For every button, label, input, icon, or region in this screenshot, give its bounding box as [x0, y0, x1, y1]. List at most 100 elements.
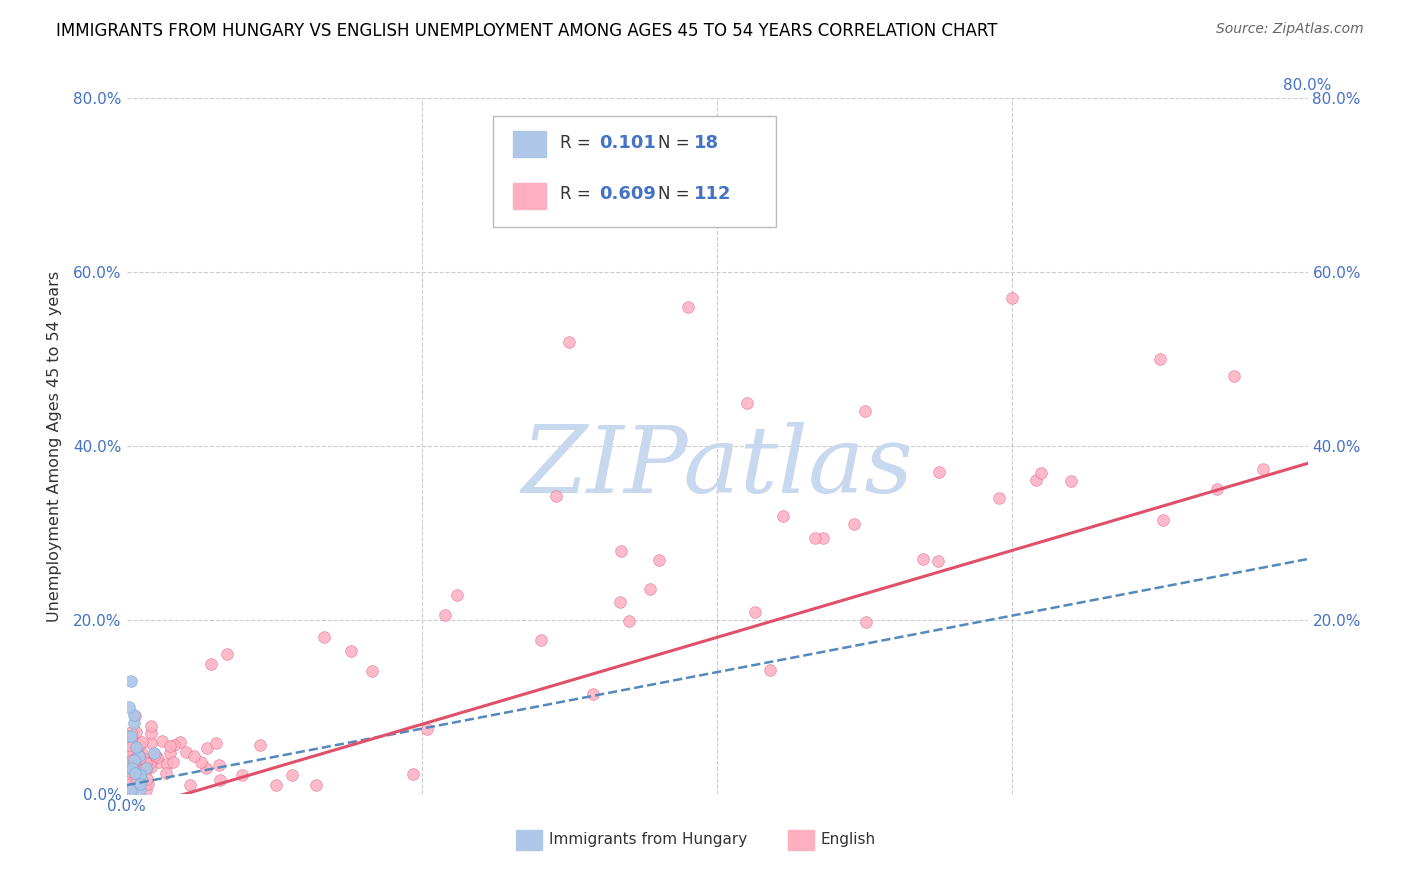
Point — [128, 768, 150, 782]
Text: IMMIGRANTS FROM HUNGARY VS ENGLISH UNEMPLOYMENT AMONG AGES 45 TO 54 YEARS CORREL: IMMIGRANTS FROM HUNGARY VS ENGLISH UNEMP… — [56, 22, 998, 40]
Point — [121, 750, 143, 764]
Point — [208, 772, 231, 787]
Point — [125, 725, 148, 739]
Point — [120, 732, 142, 747]
Point — [136, 772, 159, 787]
Point — [1060, 474, 1083, 488]
Point — [176, 745, 198, 759]
Point — [811, 531, 834, 545]
Point — [117, 760, 139, 774]
Point — [416, 722, 439, 736]
Point — [842, 516, 865, 531]
Point — [1206, 482, 1229, 496]
Point — [640, 582, 662, 596]
Point — [758, 663, 780, 677]
Text: Immigrants from Hungary: Immigrants from Hungary — [550, 832, 748, 847]
Point — [159, 739, 181, 753]
Point — [129, 772, 152, 786]
Point — [546, 489, 568, 503]
Point — [131, 746, 153, 760]
Point — [446, 588, 468, 602]
Bar — [787, 830, 814, 849]
Point — [124, 709, 146, 723]
Point — [617, 614, 640, 628]
Point — [264, 778, 287, 792]
Point — [128, 764, 150, 778]
Point — [118, 764, 141, 779]
Point — [610, 543, 633, 558]
Point — [124, 716, 146, 731]
Point — [142, 746, 165, 760]
Point — [145, 747, 167, 762]
Text: 112: 112 — [693, 186, 731, 203]
Point — [122, 708, 145, 723]
Point — [120, 766, 142, 780]
Point — [558, 334, 581, 349]
Point — [135, 764, 157, 778]
Point — [1149, 351, 1171, 366]
Point — [128, 748, 150, 763]
Point — [195, 741, 218, 756]
Point — [121, 753, 143, 767]
Point — [360, 664, 382, 678]
Point — [135, 761, 157, 775]
Point — [117, 729, 139, 743]
Point — [648, 553, 671, 567]
Point — [169, 735, 191, 749]
FancyBboxPatch shape — [492, 116, 776, 227]
Point — [1025, 473, 1047, 487]
Point — [676, 300, 699, 314]
Text: Source: ZipAtlas.com: Source: ZipAtlas.com — [1216, 22, 1364, 37]
Point — [150, 734, 173, 748]
Y-axis label: Unemployment Among Ages 45 to 54 years: Unemployment Among Ages 45 to 54 years — [46, 270, 62, 622]
Point — [120, 729, 142, 743]
Point — [200, 657, 222, 671]
Point — [125, 752, 148, 766]
Point — [120, 724, 142, 739]
Point — [163, 738, 186, 752]
Point — [194, 761, 217, 775]
Point — [117, 747, 139, 761]
Point — [927, 554, 949, 568]
Text: 18: 18 — [693, 134, 718, 152]
Point — [1029, 466, 1052, 480]
Point — [772, 508, 794, 523]
Point — [121, 759, 143, 773]
Bar — [513, 131, 546, 157]
Point — [928, 465, 950, 479]
Text: 0.609: 0.609 — [599, 186, 655, 203]
Point — [179, 778, 201, 792]
Point — [117, 782, 139, 797]
Text: English: English — [821, 832, 876, 847]
Point — [183, 749, 205, 764]
Point — [988, 491, 1011, 505]
Point — [217, 648, 239, 662]
Point — [1001, 291, 1024, 305]
Bar — [513, 183, 546, 210]
Point — [125, 761, 148, 775]
Point — [1152, 513, 1174, 527]
Point — [117, 766, 139, 780]
Point — [208, 758, 231, 772]
Point — [120, 757, 142, 772]
Point — [159, 747, 181, 761]
Point — [117, 739, 139, 753]
Point — [582, 687, 605, 701]
Point — [120, 782, 142, 797]
Point — [117, 782, 139, 797]
Point — [529, 633, 551, 648]
Point — [128, 751, 150, 765]
Point — [124, 766, 146, 780]
Point — [117, 759, 139, 773]
Point — [855, 615, 877, 629]
Text: N =: N = — [658, 134, 695, 152]
Point — [125, 753, 148, 767]
Point — [136, 777, 159, 791]
Point — [139, 760, 162, 774]
Point — [162, 756, 184, 770]
Point — [155, 766, 177, 780]
Point — [128, 782, 150, 797]
Point — [853, 404, 876, 418]
Point — [146, 750, 169, 764]
Point — [122, 753, 145, 767]
